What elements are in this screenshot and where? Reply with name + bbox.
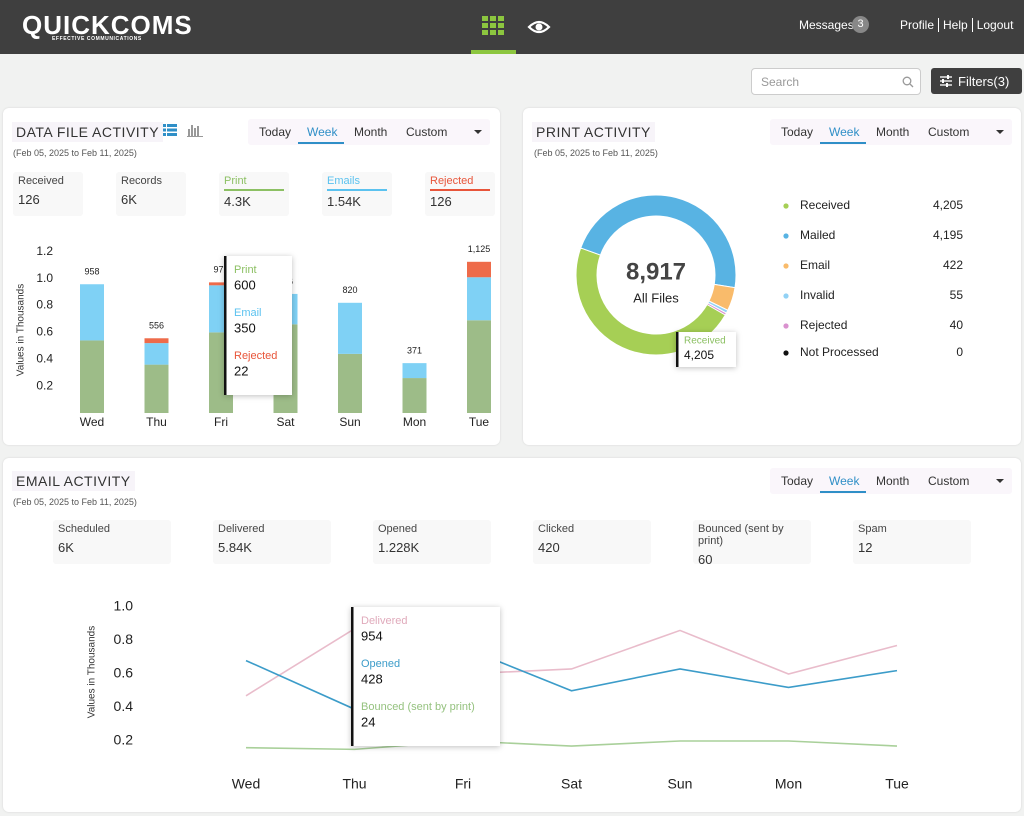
- nav-link[interactable]: Help: [938, 18, 972, 32]
- tab[interactable]: Today: [781, 474, 814, 488]
- dropdown-caret[interactable]: [996, 130, 1004, 134]
- tab[interactable]: Month: [876, 474, 910, 488]
- dropdown-caret[interactable]: [996, 479, 1004, 483]
- data-file-panel: [3, 108, 500, 445]
- tab[interactable]: Week: [829, 125, 860, 139]
- date-range: (Feb 05, 2025 to Feb 11, 2025): [13, 148, 137, 158]
- stat-label: Bounced (sent by print): [698, 523, 784, 547]
- stat-card: Received 126: [13, 172, 83, 216]
- messages-link[interactable]: Messages: [799, 18, 854, 32]
- tab[interactable]: Custom: [928, 125, 970, 139]
- stat-label: Spam: [858, 523, 887, 535]
- panel-title: DATA FILE ACTIVITY: [12, 122, 164, 142]
- stat-card: Clicked 420: [533, 520, 651, 564]
- tab[interactable]: Today: [259, 125, 292, 139]
- view-toggle[interactable]: [163, 123, 207, 137]
- stat-card: Opened 1.228K: [373, 520, 491, 564]
- stat-label: Rejected: [430, 175, 490, 191]
- print-panel: [523, 108, 1021, 445]
- stat-value: 6K: [58, 540, 74, 555]
- stat-card: Spam 12: [853, 520, 971, 564]
- date-range: (Feb 05, 2025 to Feb 11, 2025): [534, 148, 658, 158]
- email-panel: [3, 458, 1021, 812]
- stat-value: 1.54K: [327, 194, 361, 209]
- search-icon: [902, 76, 914, 88]
- stat-value: 420: [538, 540, 560, 555]
- filter-icon: [940, 75, 952, 87]
- stat-value: 1.228K: [378, 540, 420, 555]
- eye-icon[interactable]: [527, 17, 551, 37]
- stat-label: Received: [18, 175, 64, 187]
- stat-label: Scheduled: [58, 523, 110, 535]
- stat-value: 12: [858, 540, 873, 555]
- search-placeholder: Search: [761, 75, 800, 89]
- user-links: Profile Help Logout: [900, 18, 1017, 32]
- grid-icon[interactable]: [482, 16, 504, 36]
- tab-underline: [820, 491, 866, 493]
- tab[interactable]: Week: [307, 125, 338, 139]
- nav-link[interactable]: Profile: [900, 18, 935, 32]
- stat-card: Records 6K: [116, 172, 186, 216]
- nav-link[interactable]: Logout: [971, 18, 1018, 32]
- stat-card: Emails 1.54K: [322, 172, 392, 216]
- stat-value: 126: [18, 192, 40, 207]
- dropdown-caret[interactable]: [474, 130, 482, 134]
- stat-label: Print: [224, 175, 284, 191]
- header: QUICKCOMS EFFECTIVE COMMUNICATIONS Messa…: [0, 0, 1024, 54]
- stat-label: Opened: [378, 523, 418, 535]
- date-range: (Feb 05, 2025 to Feb 11, 2025): [13, 497, 137, 507]
- stat-card: Bounced (sent by print) 60: [693, 520, 811, 567]
- tab[interactable]: Week: [829, 474, 860, 488]
- stat-label: Records: [121, 175, 162, 187]
- stat-card: Delivered 5.84K: [213, 520, 331, 564]
- tab[interactable]: Custom: [928, 474, 970, 488]
- tab[interactable]: Month: [354, 125, 388, 139]
- stat-value: 126: [430, 194, 452, 209]
- tab[interactable]: Today: [781, 125, 814, 139]
- stat-value: 5.84K: [218, 540, 252, 555]
- stat-value: 6K: [121, 192, 137, 207]
- stat-card: Rejected 126: [425, 172, 495, 216]
- filters-label: Filters(3): [958, 74, 1010, 89]
- stat-value: 60: [698, 552, 713, 567]
- period-tabs: Today Week Month Custom: [770, 119, 1012, 145]
- stat-card: Scheduled 6K: [53, 520, 171, 564]
- panel-title: PRINT ACTIVITY: [532, 122, 655, 142]
- tagline: EFFECTIVE COMMUNICATIONS: [52, 36, 142, 42]
- stat-label: Clicked: [538, 523, 575, 535]
- period-tabs: Today Week Month Custom: [248, 119, 490, 145]
- tab-underline: [820, 142, 866, 144]
- tab-underline: [298, 142, 344, 144]
- logo[interactable]: QUICKCOMS: [22, 10, 193, 40]
- period-tabs: Today Week Month Custom: [770, 468, 1012, 494]
- tab[interactable]: Month: [876, 125, 910, 139]
- panel-title: EMAIL ACTIVITY: [12, 471, 135, 491]
- search-box[interactable]: Search: [751, 68, 921, 95]
- stat-label: Delivered: [218, 523, 265, 535]
- active-indicator: [471, 50, 516, 54]
- tab[interactable]: Custom: [406, 125, 448, 139]
- stat-value: 4.3K: [224, 194, 251, 209]
- message-badge: 3: [852, 16, 869, 33]
- filters-button[interactable]: Filters(3): [931, 68, 1022, 94]
- stat-label: Emails: [327, 175, 387, 191]
- stat-card: Print 4.3K: [219, 172, 289, 216]
